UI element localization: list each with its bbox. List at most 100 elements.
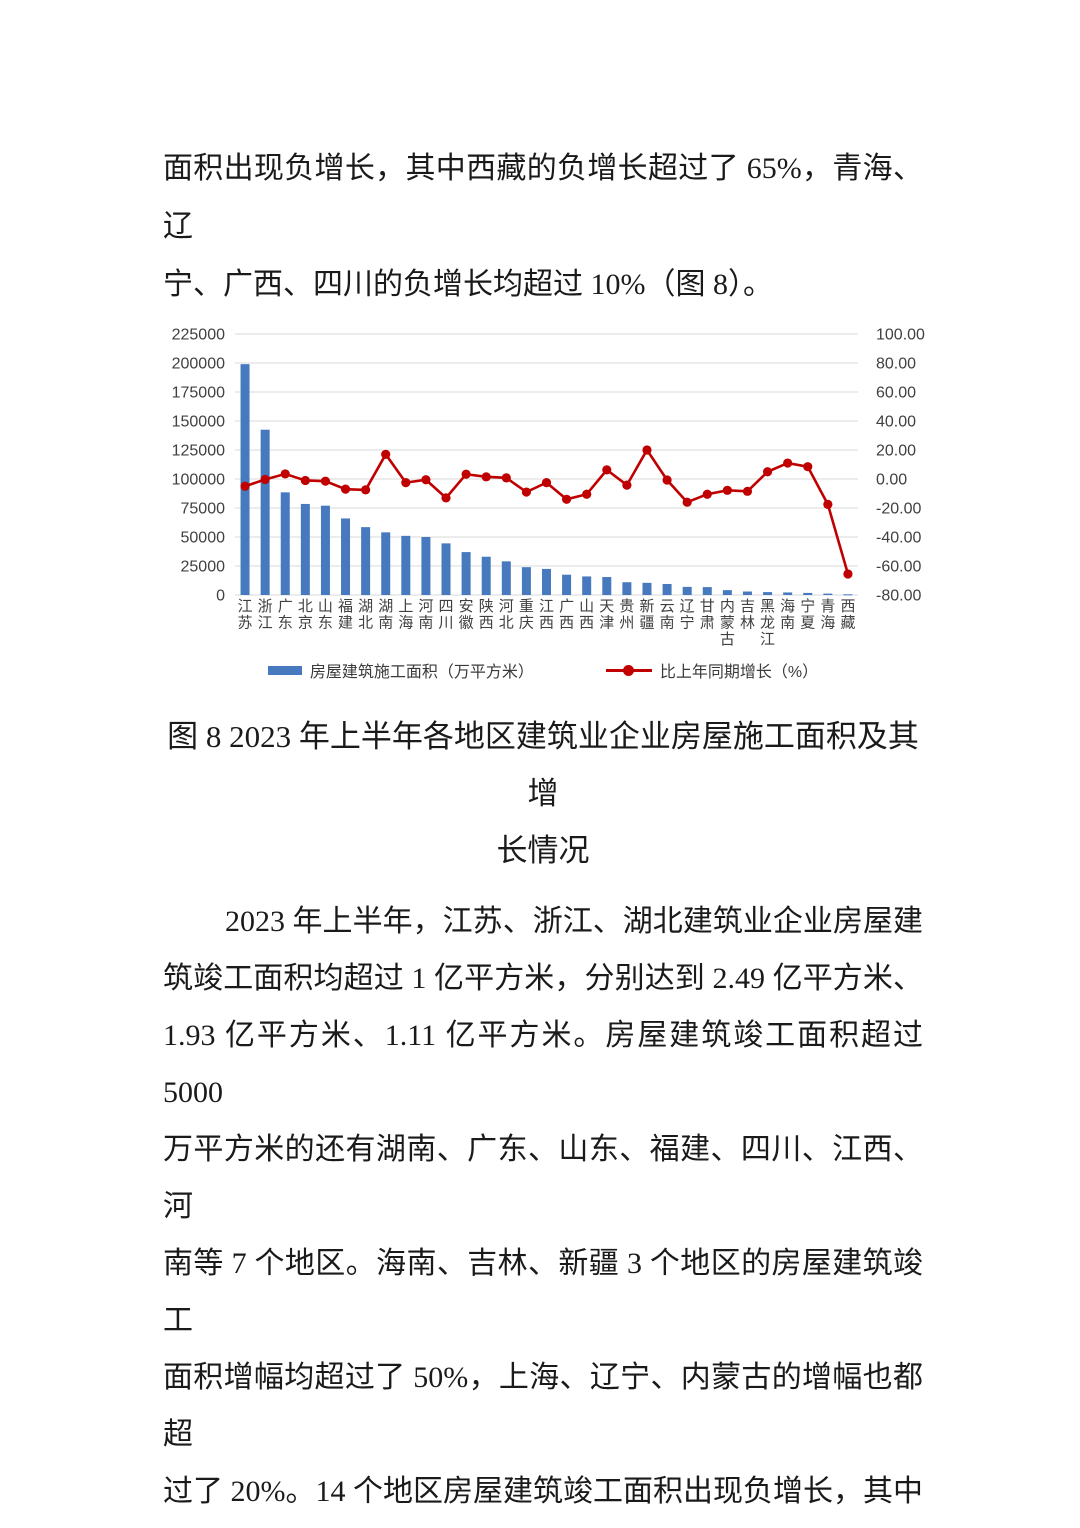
x-axis-label: 州 <box>619 615 634 632</box>
marker-贵州 <box>622 480 632 490</box>
marker-北京 <box>300 475 310 486</box>
x-axis-label: 南 <box>418 615 433 632</box>
legend-label: 房屋建筑施工面积（万平方米） <box>309 664 534 681</box>
text-line: 万平方米的还有湖南、广东、山东、福建、四川、江西、河 <box>163 1133 923 1223</box>
bar-西藏 <box>843 594 853 596</box>
bar-四川 <box>441 543 451 595</box>
right-axis-tick-label: 0.00 <box>876 472 907 489</box>
x-axis-label: 宁 <box>800 598 815 615</box>
x-axis-label: 庆 <box>519 615 534 632</box>
marker-西藏 <box>843 569 853 579</box>
x-axis-label: 北 <box>358 615 373 632</box>
right-axis-tick-label: 80.00 <box>876 356 916 373</box>
text-line: 面积出现负增长，其中西藏的负增长超过了 65%，青海、辽 <box>163 152 923 243</box>
marker-河北 <box>501 473 511 483</box>
x-axis-label: 重 <box>519 598 534 615</box>
x-axis-label: 广 <box>278 598 293 615</box>
x-axis-label: 贵 <box>619 598 634 615</box>
x-axis-label: 西 <box>539 615 554 632</box>
x-axis-label: 江 <box>760 631 775 648</box>
bar-辽宁 <box>682 586 692 595</box>
left-axis-tick-label: 75000 <box>181 501 226 518</box>
legend-item-line-series: 比上年同期增长（%） <box>605 658 819 682</box>
x-axis-label: 江 <box>258 615 273 632</box>
text-line: 过了 20%。14 个地区房屋建筑竣工面积出现负增长，其中贵 <box>163 1475 923 1508</box>
x-axis-label: 北 <box>298 598 313 615</box>
x-axis-label: 山 <box>318 598 333 615</box>
bar-湖南 <box>381 532 391 595</box>
x-axis-label: 海 <box>820 615 835 632</box>
x-axis-label: 苏 <box>238 615 253 632</box>
x-axis-label: 江 <box>238 598 253 615</box>
left-axis-tick-label: 225000 <box>172 327 225 344</box>
marker-广东 <box>280 469 290 479</box>
bar-吉林 <box>742 591 752 595</box>
marker-甘肃 <box>702 489 712 499</box>
x-axis-label: 广 <box>559 598 574 615</box>
marker-福建 <box>340 484 351 494</box>
x-axis-label: 东 <box>278 615 293 632</box>
body-paragraph: 2023 年上半年，江苏、浙江、湖北建筑业企业房屋建 筑竣工面积均超过 1 亿平… <box>163 893 923 1528</box>
growth-line <box>244 447 850 575</box>
x-axis-label: 青 <box>820 598 835 615</box>
legend-label: 比上年同期增长（%） <box>659 664 819 681</box>
marker-四川 <box>441 493 451 503</box>
x-axis-label: 黑 <box>760 598 775 615</box>
bar-重庆 <box>521 567 531 595</box>
x-axis-label: 西 <box>579 615 594 632</box>
bar-河南 <box>421 537 431 595</box>
figure-caption: 图 8 2023 年上半年各地区建筑业企业房屋施工面积及其增 长情况 <box>163 708 923 879</box>
right-axis-tick-label: -40.00 <box>876 530 921 547</box>
caption-line: 长情况 <box>496 833 590 868</box>
bar-宁夏 <box>803 592 813 595</box>
x-axis-label: 辽 <box>680 598 695 615</box>
bar-内蒙古 <box>722 590 732 595</box>
x-axis-label: 云 <box>660 598 675 615</box>
marker-江西 <box>541 478 552 488</box>
chart-plot-area: 0 25000 50000 75000 100000 125000 150000 175000… <box>163 322 928 652</box>
x-axis-label: 林 <box>740 615 755 632</box>
x-axis-label: 江 <box>539 598 554 615</box>
bar-福建 <box>341 518 351 595</box>
x-axis-label: 古 <box>720 631 735 648</box>
marker-黑龙江 <box>762 467 773 477</box>
line-series-swatch-icon <box>605 664 652 676</box>
x-axis-label: 西 <box>559 615 574 632</box>
bar-series-swatch-icon <box>267 665 302 675</box>
x-axis-label: 甘 <box>700 598 715 615</box>
marker-河南 <box>421 475 431 485</box>
marker-辽宁 <box>682 497 692 507</box>
x-axis-label: 宁 <box>680 615 695 632</box>
bar-江苏 <box>240 364 250 595</box>
left-axis-tick-label: 125000 <box>172 443 225 460</box>
left-axis-tick-label: 25000 <box>181 559 226 576</box>
legend-item-bar-series: 房屋建筑施工面积（万平方米） <box>267 658 534 682</box>
marker-浙江 <box>260 474 270 485</box>
line-marker-icon <box>622 664 634 676</box>
bar-云南 <box>662 583 672 595</box>
left-axis-tick-label: 150000 <box>172 414 225 431</box>
x-axis-label: 蒙 <box>720 615 735 632</box>
bar-上海 <box>401 535 411 595</box>
x-axis-label: 龙 <box>760 615 775 632</box>
text-line: 宁、广西、四川的负增长均超过 10%（图 8）。 <box>163 268 773 301</box>
x-axis-label: 藏 <box>840 615 855 632</box>
marker-宁夏 <box>803 462 813 472</box>
right-axis-tick-label: -60.00 <box>876 559 921 576</box>
x-axis-label: 吉 <box>740 598 755 615</box>
left-axis-tick-label: 0 <box>216 588 225 605</box>
marker-安徽 <box>461 469 471 479</box>
x-axis-label: 夏 <box>800 615 815 632</box>
x-axis-label: 湖 <box>358 598 373 615</box>
x-axis-label: 京 <box>298 615 313 632</box>
text-line: 2023 年上半年，江苏、浙江、湖北建筑业企业房屋建 <box>225 905 923 938</box>
x-axis-label: 西 <box>840 598 855 615</box>
right-axis-tick-label: 100.00 <box>876 327 925 344</box>
x-axis-label: 建 <box>338 615 353 632</box>
x-axis-label: 疆 <box>639 615 654 632</box>
right-axis-tick-label: 20.00 <box>876 443 916 460</box>
caption-line: 图 8 2023 年上半年各地区建筑业企业房屋施工面积及其增 <box>167 719 919 811</box>
right-axis-tick-label: -20.00 <box>876 501 921 518</box>
x-axis-label: 海 <box>398 615 413 632</box>
bar-河北 <box>501 561 511 595</box>
